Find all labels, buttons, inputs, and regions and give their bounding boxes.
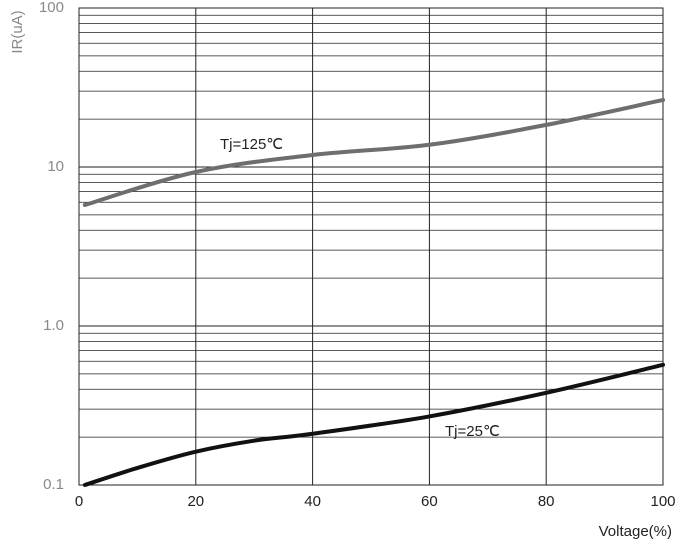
x-tick-label: 80 bbox=[538, 493, 555, 510]
series-label: Tj=125℃ bbox=[220, 136, 283, 153]
y-tick-label: 10 bbox=[47, 158, 64, 175]
x-tick-label: 60 bbox=[421, 493, 438, 510]
series-label: Tj=25℃ bbox=[445, 423, 500, 440]
x-tick-label: 20 bbox=[187, 493, 204, 510]
y-tick-label: 100 bbox=[39, 0, 64, 16]
series-line bbox=[82, 362, 665, 487]
x-axis-label: Voltage(%) bbox=[599, 523, 672, 540]
y-axis-label: IR(uA) bbox=[9, 10, 26, 53]
series-line bbox=[82, 97, 665, 207]
y-tick-label: 0.1 bbox=[43, 476, 64, 493]
y-tick-label: 1.0 bbox=[43, 317, 64, 334]
x-tick-label: 0 bbox=[75, 493, 83, 510]
x-tick-label: 100 bbox=[650, 493, 675, 510]
x-tick-label: 40 bbox=[304, 493, 321, 510]
plot-frame bbox=[78, 7, 664, 486]
